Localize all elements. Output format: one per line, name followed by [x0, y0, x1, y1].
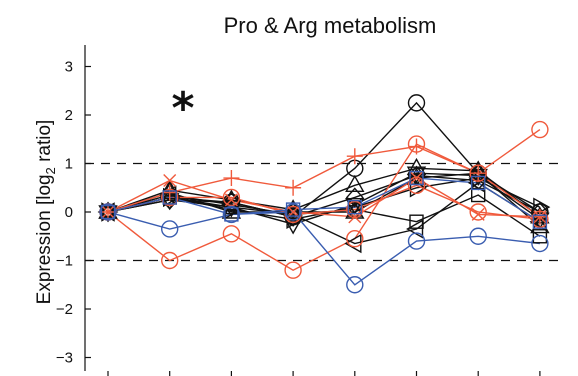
- data-point: [346, 200, 364, 219]
- data-point: [345, 187, 364, 208]
- data-point: [532, 229, 548, 244]
- data-point: [407, 176, 426, 195]
- data-point: [346, 148, 363, 165]
- series-line: [107, 211, 540, 286]
- data-point: [469, 203, 487, 221]
- data-point: [222, 188, 241, 207]
- data-point: [284, 261, 302, 279]
- data-point: [531, 210, 549, 228]
- y-axis-label-end: ratio]: [34, 120, 55, 168]
- data-point: [163, 173, 177, 187]
- y-tick-label: 2: [65, 107, 73, 124]
- data-point: [100, 204, 116, 220]
- x-axis-ticks: [107, 371, 541, 376]
- data-point: [469, 227, 487, 245]
- data-point: [345, 174, 365, 193]
- data-point: [160, 189, 179, 210]
- data-point: [531, 120, 549, 139]
- series-line: [107, 167, 541, 218]
- y-axis-label: Expression [log2 ratio]: [34, 120, 58, 305]
- data-point: [409, 214, 424, 229]
- data-point: [407, 94, 426, 112]
- series-line: [107, 145, 541, 218]
- series-line: [107, 101, 541, 218]
- data-point: [160, 188, 179, 207]
- data-point: [162, 190, 177, 205]
- data-point: [285, 202, 301, 217]
- data-point: [530, 216, 550, 234]
- data-point: [222, 192, 241, 213]
- series-markers: [97, 94, 551, 294]
- data-point: [223, 170, 240, 187]
- data-point: [471, 175, 486, 191]
- data-point: [224, 207, 239, 222]
- data-point: [410, 171, 423, 185]
- y-tick-label: −1: [56, 253, 73, 270]
- y-tick-label: 1: [65, 156, 73, 173]
- data-point: [346, 229, 364, 248]
- y-axis-label-main: Expression [log: [34, 174, 55, 304]
- data-point: [221, 201, 242, 219]
- y-axis-ticks: 3 2 1 0 −1 −2 −3: [56, 59, 91, 367]
- y-tick-label: 0: [65, 204, 73, 221]
- data-point: [346, 276, 364, 294]
- data-point: [532, 214, 548, 229]
- data-point: [345, 198, 365, 216]
- data-point: [161, 184, 178, 201]
- data-point: [347, 199, 362, 215]
- data-point: [222, 205, 241, 224]
- data-point: [531, 234, 549, 253]
- series-line: [107, 182, 541, 245]
- y-tick-label: 3: [65, 59, 73, 76]
- y-tick-label: −2: [56, 301, 73, 318]
- data-point: [283, 201, 303, 219]
- data-point: [284, 206, 303, 227]
- data-point: [284, 203, 302, 221]
- data-point: [160, 251, 179, 270]
- series-line: [107, 177, 541, 223]
- data-point: [285, 179, 302, 196]
- y-axis-label-subscript: 2: [43, 167, 58, 174]
- data-point: [160, 220, 179, 238]
- y-tick-label: −3: [56, 350, 73, 367]
- data-point: [408, 138, 425, 155]
- chart-title: Pro & Arg metabolism: [224, 13, 437, 38]
- data-point: [101, 205, 115, 219]
- series-line: [107, 177, 540, 218]
- data-point: [222, 225, 241, 243]
- data-point: [348, 210, 362, 224]
- data-point: [407, 232, 426, 250]
- data-point: [99, 203, 117, 221]
- data-point: [99, 201, 117, 223]
- data-point: [470, 165, 487, 182]
- significance-asterisk: *: [171, 83, 194, 134]
- data-point: [409, 170, 424, 186]
- series-lines: [107, 101, 541, 286]
